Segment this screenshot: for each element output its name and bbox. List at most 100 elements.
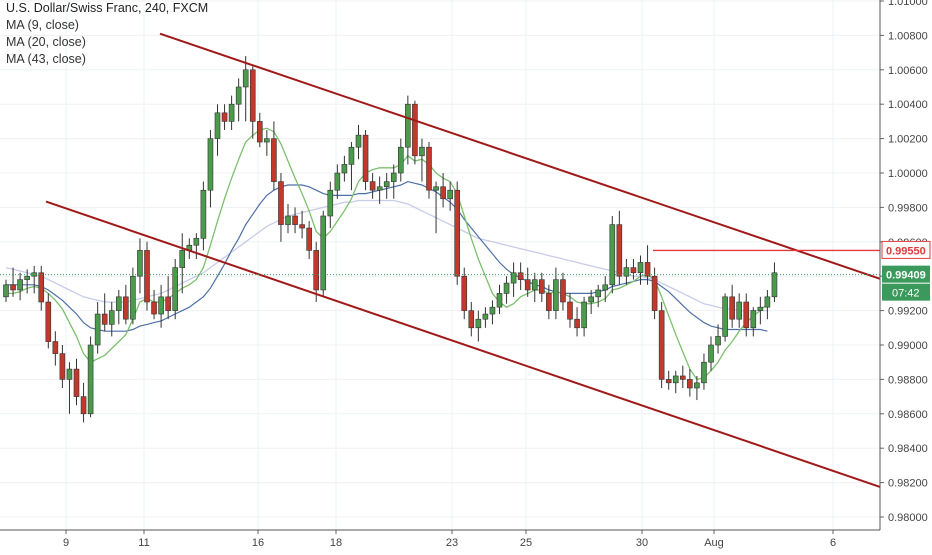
candle-body <box>172 267 178 311</box>
candle-body <box>306 227 312 251</box>
candle <box>672 370 679 394</box>
candle <box>228 95 235 130</box>
candle <box>207 130 214 208</box>
candle-body <box>595 289 602 298</box>
candle-body <box>588 296 594 303</box>
candle-body <box>433 186 439 191</box>
candle <box>531 272 538 302</box>
y-tick-label: 1.00000 <box>888 168 928 180</box>
candle <box>722 293 728 342</box>
x-tick-label: 18 <box>330 537 342 549</box>
candle <box>285 203 291 234</box>
candle-body <box>221 112 228 122</box>
candle-body <box>581 301 587 329</box>
candle <box>658 302 665 388</box>
candle <box>694 375 700 401</box>
candle <box>242 56 249 122</box>
y-tick-label: 0.98400 <box>888 443 928 455</box>
candle-body <box>750 310 757 329</box>
candle-body <box>468 310 475 329</box>
candle-body <box>496 293 503 308</box>
candle-body <box>179 250 186 268</box>
candle <box>433 181 439 234</box>
countdown-box <box>882 283 930 301</box>
candle-body <box>574 318 580 329</box>
candle <box>278 173 284 242</box>
channel-upper-line <box>159 32 881 280</box>
candle <box>644 245 651 285</box>
candle-body <box>729 296 735 320</box>
candle-body <box>31 272 38 277</box>
candle <box>24 269 30 294</box>
candle <box>306 221 312 259</box>
candle <box>588 289 594 315</box>
candle-body <box>510 272 517 284</box>
candle-body <box>454 189 461 277</box>
candle <box>609 216 616 294</box>
candle <box>496 284 503 315</box>
candle-body <box>200 189 207 239</box>
candle-body <box>87 344 94 415</box>
candle-body <box>207 138 214 191</box>
candle-body <box>256 121 263 143</box>
candle-body <box>320 215 327 291</box>
candle-body <box>553 279 559 311</box>
y-tick-label: 0.99000 <box>888 340 928 352</box>
candle-body <box>419 146 425 157</box>
candle-body <box>679 375 686 380</box>
x-tick-label: 11 <box>138 537 149 549</box>
candle <box>764 289 771 320</box>
resistance-label: 0.99550 <box>886 245 926 257</box>
y-tick-label: 0.98200 <box>888 478 928 490</box>
candle-body <box>228 103 235 122</box>
candle-body <box>334 172 341 191</box>
candle-body <box>524 279 531 291</box>
x-tick-label: 25 <box>520 537 532 549</box>
candle-body <box>567 301 573 320</box>
legend-title[interactable]: U.S. Dollar/Swiss Franc, 240, FXCM <box>6 1 209 15</box>
candle <box>616 210 623 285</box>
candle <box>687 369 693 397</box>
last-price-label-box <box>882 265 930 283</box>
candle-body <box>285 215 291 225</box>
candle <box>235 78 242 122</box>
candle <box>17 272 23 301</box>
legend-ma43[interactable]: MA (43, close) <box>6 52 86 66</box>
candle-body <box>165 296 171 311</box>
candle <box>193 233 200 259</box>
candle-body <box>80 396 87 415</box>
candle <box>87 336 94 418</box>
candle <box>602 276 609 302</box>
chart-legend: U.S. Dollar/Swiss Franc, 240, FXCM MA (9… <box>6 0 208 68</box>
candle <box>3 279 9 302</box>
candle <box>144 241 150 311</box>
candle <box>419 138 425 182</box>
candle <box>362 130 369 191</box>
y-tick-label: 1.00800 <box>888 30 928 42</box>
candle <box>665 370 672 390</box>
legend-ma20[interactable]: MA (20, close) <box>6 35 86 49</box>
candle-body <box>24 275 30 280</box>
candle <box>313 241 320 302</box>
candle-body <box>405 103 411 148</box>
candle-body <box>214 112 221 139</box>
candle-body <box>475 318 482 329</box>
candle-body <box>637 262 644 274</box>
candle-body <box>376 186 383 191</box>
candle-body <box>482 313 489 320</box>
candle-body <box>687 379 693 389</box>
candle <box>461 267 468 320</box>
candle-body <box>355 134 362 148</box>
candle <box>715 324 721 354</box>
candle <box>701 353 707 390</box>
candle-body <box>771 272 778 298</box>
x-tick-label: 30 <box>636 537 648 549</box>
candle <box>158 284 164 328</box>
candle-body <box>383 181 390 188</box>
candle <box>708 336 714 371</box>
candle-body <box>602 284 609 291</box>
legend-ma9[interactable]: MA (9, close) <box>6 18 79 32</box>
